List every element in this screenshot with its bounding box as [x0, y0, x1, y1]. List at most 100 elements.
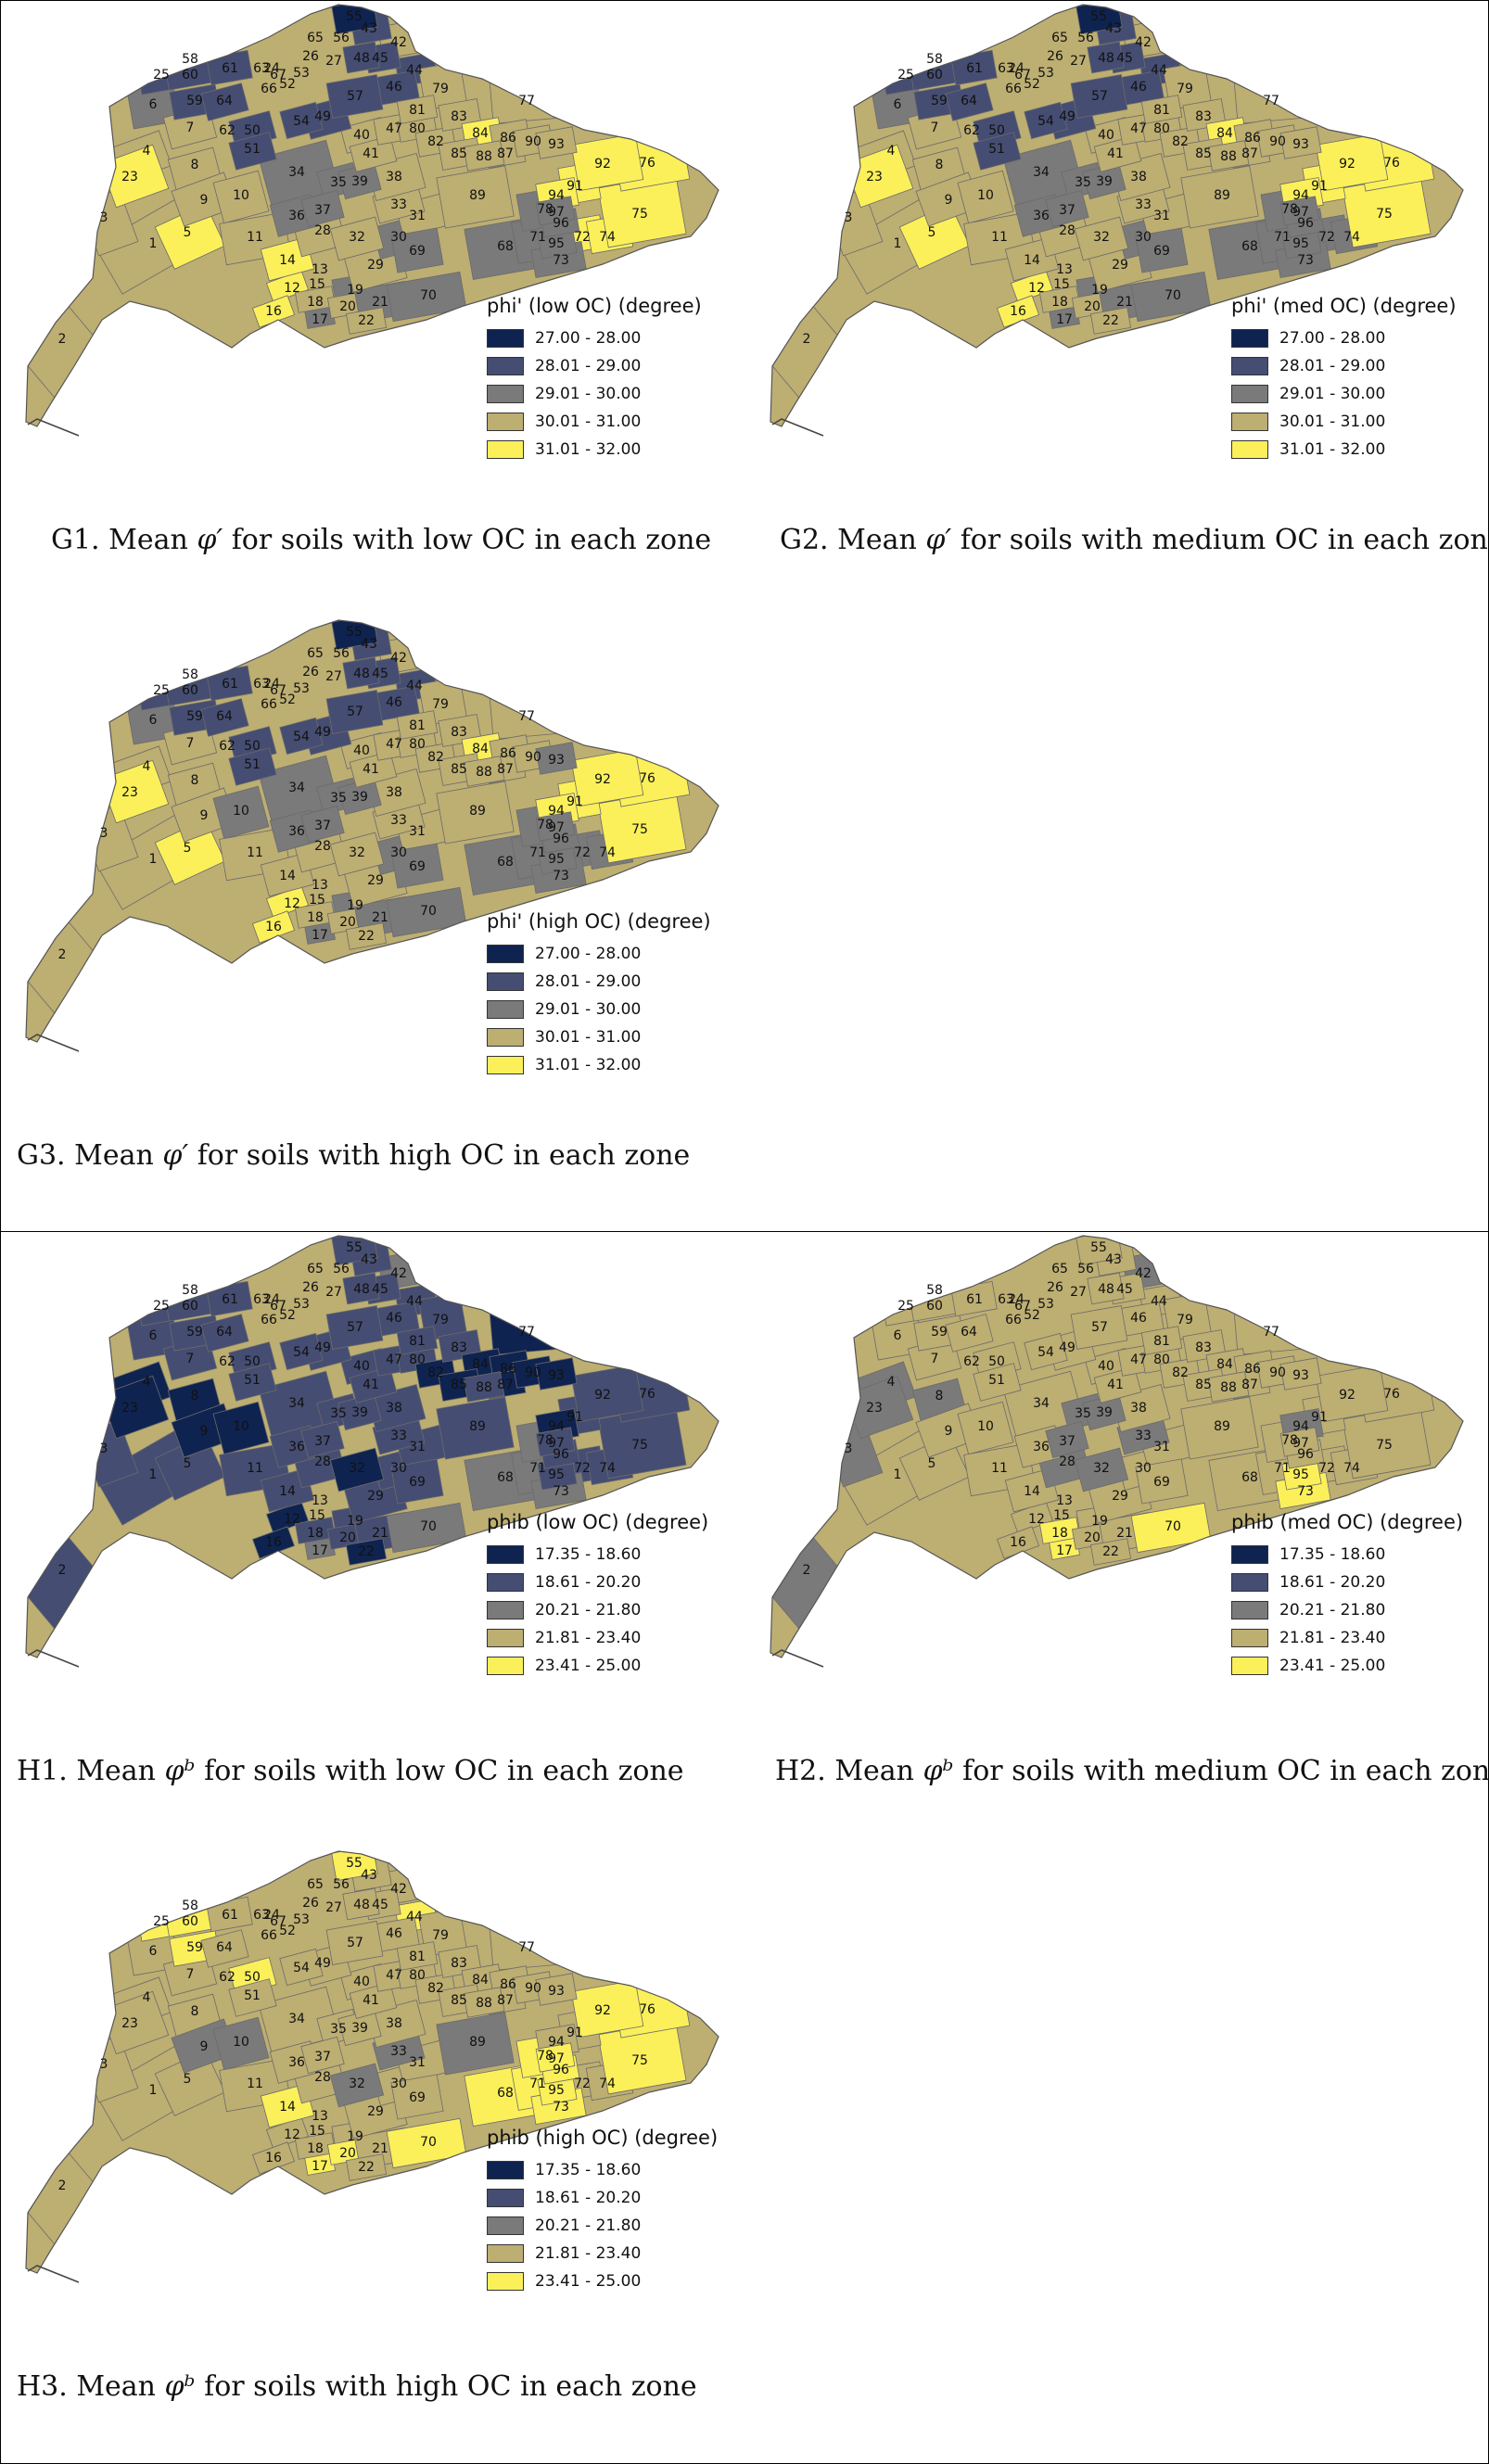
zone-label: 40 — [353, 743, 370, 758]
zone-69 — [1135, 1458, 1189, 1505]
zone-22 — [345, 2153, 388, 2181]
zone-label: 42 — [390, 35, 407, 50]
zone-label: 77 — [518, 709, 535, 724]
zone-label: 89 — [469, 188, 486, 203]
zone-label: 33 — [390, 813, 407, 828]
zone-label: 90 — [525, 1365, 541, 1380]
zone-label: 64 — [216, 1325, 233, 1340]
zone-label: 72 — [574, 230, 591, 245]
legend-swatch — [1231, 1545, 1268, 1564]
zone-label: 26 — [302, 1896, 319, 1911]
zone-label: 69 — [409, 859, 426, 874]
zone-label: 3 — [100, 2057, 108, 2072]
zone-label: 6 — [894, 1328, 902, 1343]
zone-label: 40 — [353, 1975, 370, 1989]
zone-label: 59 — [931, 94, 948, 108]
zone-label: 70 — [1164, 288, 1181, 303]
zone-label: 9 — [945, 1424, 953, 1439]
zone-label: 27 — [325, 669, 342, 684]
zone-label: 37 — [1059, 203, 1075, 218]
zone-label: 23 — [866, 170, 883, 184]
zone-label: 30 — [390, 230, 407, 245]
zone-label: 33 — [390, 1429, 407, 1443]
legend-swatch — [487, 357, 524, 375]
breakwater-line — [771, 1649, 824, 1668]
zone-label: 18 — [1051, 295, 1068, 310]
legend-swatch — [487, 2189, 524, 2207]
zone-label: 71 — [1274, 230, 1291, 245]
zone-label: 37 — [1059, 1434, 1075, 1449]
zone-label: 26 — [302, 49, 319, 64]
zone-label: 95 — [548, 2083, 565, 2098]
zone-label: 84 — [472, 126, 489, 141]
zone-label: 86 — [1244, 1362, 1261, 1377]
zone-label: 56 — [1077, 31, 1094, 45]
zone-10 — [212, 785, 270, 840]
zone-label: 42 — [1135, 35, 1152, 50]
zone-label: 57 — [347, 705, 363, 719]
zone-label: 61 — [222, 1908, 238, 1923]
zone-label: 41 — [363, 762, 379, 777]
zone-label: 97 — [548, 2051, 565, 2066]
zone-label: 6 — [149, 1328, 158, 1343]
zone-label: 6 — [149, 713, 158, 728]
zone-label: 43 — [361, 21, 377, 36]
zone-label: 93 — [548, 137, 565, 152]
zone-48 — [1087, 1272, 1125, 1305]
zone-label: 72 — [574, 845, 591, 860]
zone-label: 84 — [1216, 126, 1233, 141]
zone-label: 9 — [200, 1424, 209, 1439]
zone-label: 95 — [1292, 236, 1309, 251]
zone-label: 47 — [1130, 1353, 1147, 1367]
zone-label: 4 — [143, 1990, 151, 2005]
zone-label: 87 — [497, 146, 514, 161]
zone-48 — [342, 1887, 380, 1921]
legend-label: 28.01 - 29.00 — [535, 972, 642, 991]
zone-label: 65 — [307, 31, 324, 45]
zone-label: 86 — [500, 746, 516, 761]
caption-symbol: φ′ — [197, 524, 223, 556]
zone-label: 65 — [307, 646, 324, 661]
zone-81 — [1140, 1326, 1183, 1355]
legend-swatch — [487, 1545, 524, 1564]
zone-label: 45 — [372, 1282, 388, 1297]
zone-label: 25 — [153, 683, 170, 698]
district-outline — [770, 1235, 1464, 1658]
zone-64 — [200, 1929, 249, 1968]
zone-88 — [463, 756, 505, 787]
zone-label: 13 — [312, 262, 328, 277]
zone-label: 18 — [307, 295, 324, 310]
zone-label: 54 — [1037, 114, 1054, 129]
zone-label: 87 — [497, 1378, 514, 1392]
zone-label: 24 — [1008, 61, 1024, 76]
zone-57 — [1070, 1305, 1128, 1350]
zone-label: 11 — [247, 845, 263, 860]
legend-label: 20.21 - 21.80 — [535, 2216, 642, 2235]
zone-label: 91 — [566, 179, 583, 194]
zone-51 — [228, 1363, 277, 1402]
zone-92 — [570, 748, 644, 807]
zone-label: 35 — [330, 175, 347, 190]
zone-label: 49 — [314, 1956, 331, 1971]
zone-label: 2 — [58, 332, 67, 347]
caption-prefix: H1. Mean — [17, 1755, 165, 1787]
zone-label: 60 — [926, 68, 943, 83]
zone-label: 63 — [253, 677, 270, 692]
zone-label: 67 — [270, 683, 286, 698]
zone-label: 90 — [525, 1981, 541, 1996]
breakwater-line — [27, 2265, 80, 2283]
zone-label: 78 — [537, 2049, 554, 2064]
zone-label: 86 — [500, 1362, 516, 1377]
zone-label: 71 — [1274, 1461, 1291, 1476]
zone-54 — [1024, 101, 1068, 140]
zone-label: 71 — [529, 1461, 546, 1476]
legend-swatch — [487, 2244, 524, 2263]
legend-label: 17.35 - 18.60 — [535, 1545, 642, 1564]
zone-label: 8 — [191, 773, 199, 788]
legend-label: 30.01 - 31.00 — [1279, 413, 1386, 431]
zone-label: 71 — [529, 2077, 546, 2091]
zone-label: 83 — [451, 725, 467, 740]
zone-label: 21 — [372, 2141, 388, 2156]
panel-caption: G3. Mean φ′ for soils with high OC in ea… — [17, 1139, 690, 1172]
